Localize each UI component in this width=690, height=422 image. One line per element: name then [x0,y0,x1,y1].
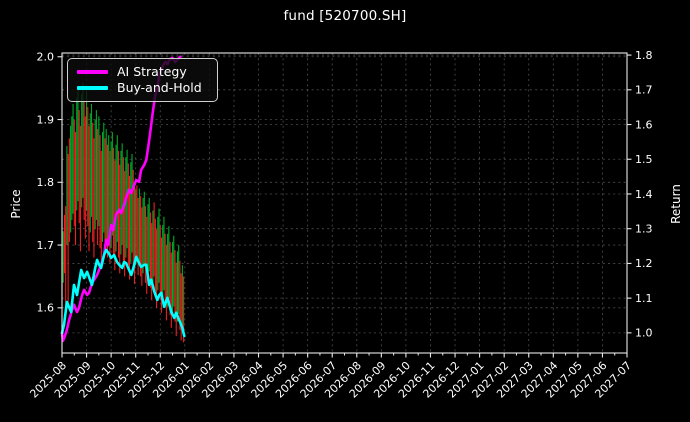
price-tick-label: 1.7 [37,239,55,252]
chart-title: fund [520700.SH] [283,8,407,24]
return-tick-label: 1.3 [635,222,653,235]
legend-label: Buy-and-Hold [117,79,202,95]
buy-and-hold-line-sample [77,86,108,90]
return-tick-label: 1.4 [635,188,653,201]
price-tick-label: 1.6 [37,302,55,315]
price-tick-label: 2.0 [37,51,55,64]
return-tick-label: 1.1 [635,292,653,305]
legend-item-buy-and-hold: Buy-and-Hold [68,79,217,95]
ai-strategy-line-sample [77,70,108,74]
price-tick-label: 1.9 [37,113,55,126]
price-tick-label: 1.8 [37,176,55,189]
legend: AI Strategy Buy-and-Hold [67,58,218,102]
return-tick-label: 1.0 [635,327,653,340]
return-tick-label: 1.8 [635,49,653,62]
legend-item-ai-strategy: AI Strategy [68,63,217,79]
return-tick-label: 1.6 [635,118,653,131]
return-tick-label: 1.5 [635,153,653,166]
return-tick-label: 1.2 [635,257,653,270]
return-tick-label: 1.7 [635,84,653,97]
series-line-buy-and-hold [60,248,186,338]
legend-label: AI Strategy [117,63,187,79]
